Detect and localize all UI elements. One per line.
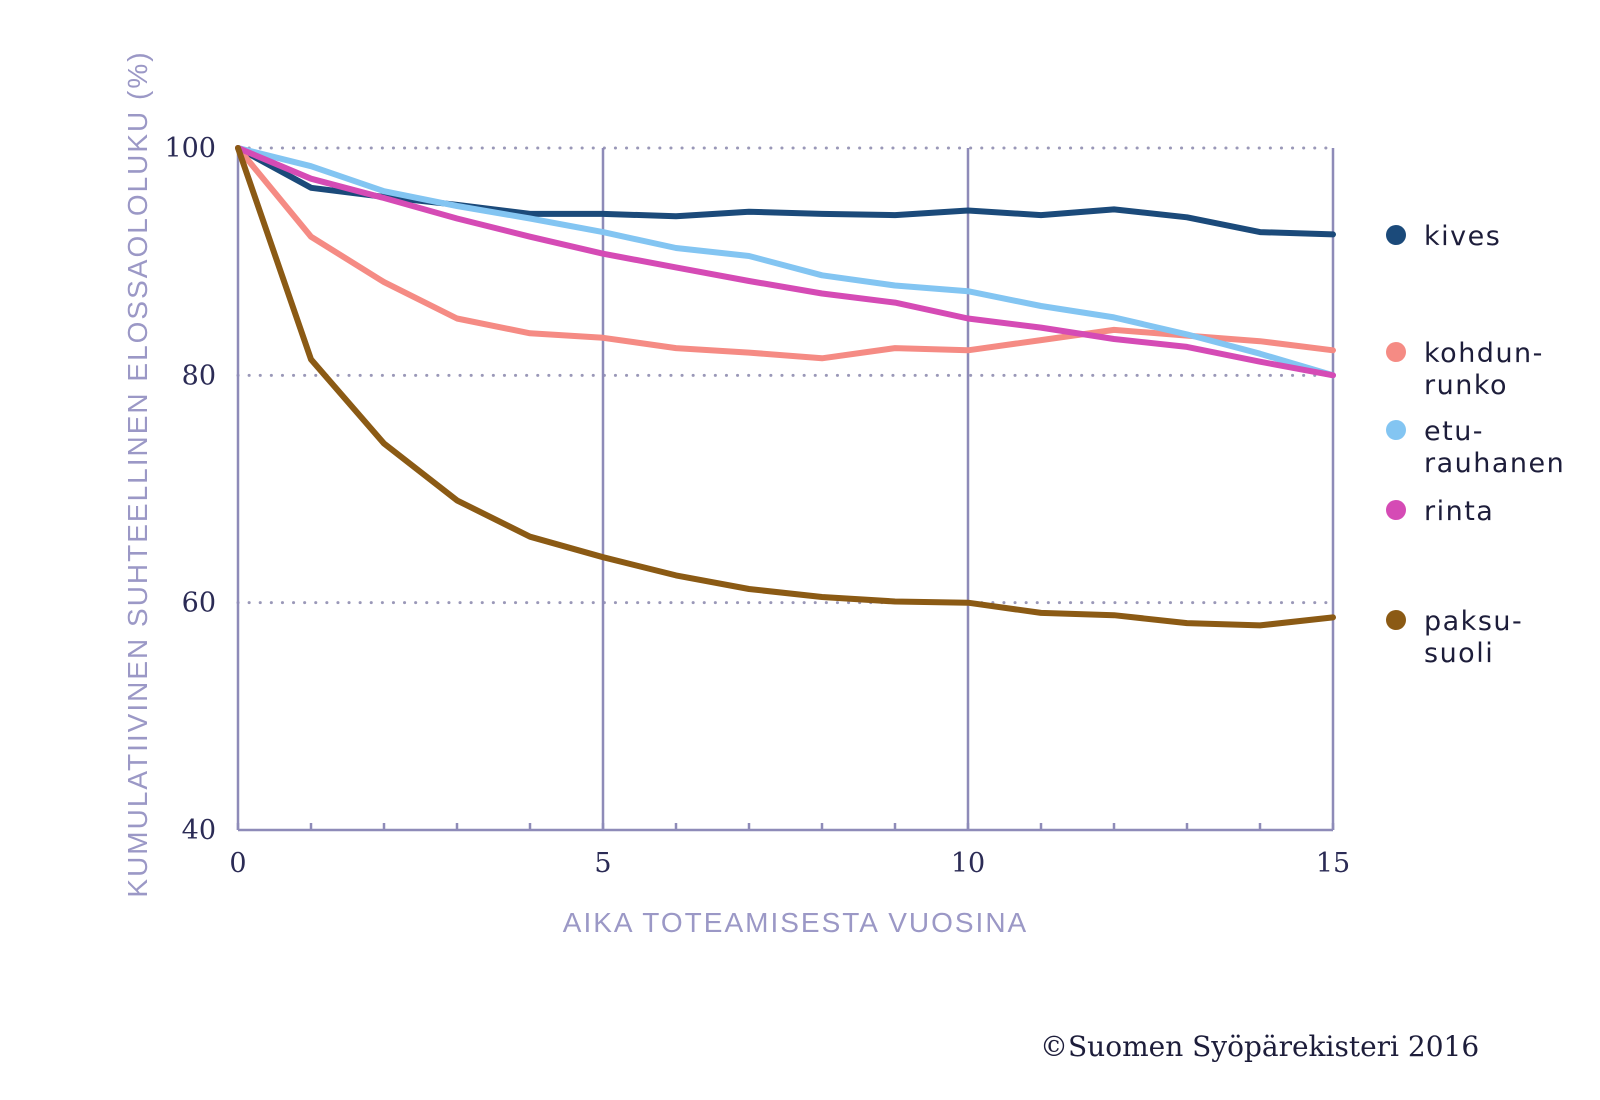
y-axis-title: KUMULATIIVINEN SUHTEELLINEN ELOSSAOLOLUK… [122, 50, 153, 897]
legend-marker-paksusuoli [1386, 610, 1406, 630]
x-axis-title: AIKA TOTEAMISESTA VUOSINA [563, 907, 1028, 938]
x-tick-label: 5 [594, 848, 611, 879]
series-line-rinta [235, 145, 1336, 379]
legend-label-kohdunrunko: runko [1424, 370, 1508, 401]
legend-label-eturauhanen: etu- [1424, 416, 1484, 447]
legend-marker-kohdunrunko [1386, 342, 1406, 362]
legend-label-rinta: rinta [1424, 496, 1494, 527]
series-line-kohdunrunko [235, 145, 1336, 362]
y-tick-label: 80 [182, 360, 216, 391]
x-tick-label: 15 [1316, 848, 1350, 879]
legend-marker-rinta [1386, 500, 1406, 520]
series-line-eturauhanen [235, 145, 1336, 379]
y-tick-label: 60 [182, 588, 216, 619]
legend-label-paksusuoli: suoli [1424, 638, 1494, 669]
legend-marker-kives [1386, 225, 1406, 245]
copyright-credit: ©Suomen Syöpärekisteri 2016 [1040, 1030, 1480, 1063]
legend-label-paksusuoli: paksu- [1424, 606, 1523, 637]
legend-marker-eturauhanen [1386, 420, 1406, 440]
legend-label-kives: kives [1424, 221, 1501, 252]
y-tick-label: 40 [182, 815, 216, 846]
series-line-kives [235, 145, 1336, 238]
series-line-paksusuoli [235, 145, 1336, 629]
x-tick-label: 10 [951, 848, 985, 879]
legend-label-eturauhanen: rauhanen [1424, 448, 1565, 479]
y-tick-label: 100 [164, 133, 216, 164]
x-tick-label: 0 [229, 848, 246, 879]
legend-label-kohdunrunko: kohdun- [1424, 338, 1544, 369]
